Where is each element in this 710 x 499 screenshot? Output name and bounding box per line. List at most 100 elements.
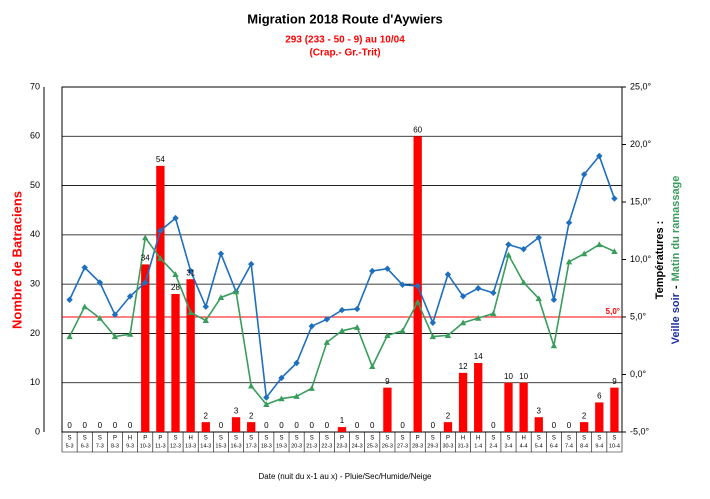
marker <box>550 342 558 349</box>
value-label: 2 <box>249 411 254 420</box>
marker <box>353 324 361 330</box>
y-tick-label: 0 <box>35 426 40 436</box>
marker <box>444 332 452 338</box>
y2-tick-label: 15,0° <box>630 196 652 206</box>
marker <box>459 319 467 326</box>
bar <box>383 387 392 432</box>
value-label: 0 <box>310 421 315 430</box>
value-label: 3 <box>234 406 239 415</box>
x-tick-label: 12-3 <box>170 443 181 449</box>
x-tick-label: 4-4 <box>520 443 528 449</box>
x-tick-label: 21-3 <box>306 443 317 449</box>
marker <box>217 294 225 301</box>
bar <box>610 387 619 432</box>
weather-label: S <box>310 436 314 442</box>
bar <box>247 422 256 432</box>
x-tick-label: 24-3 <box>352 443 363 449</box>
y-tick-label: 60 <box>30 131 40 141</box>
x-tick-label: 9-4 <box>595 443 603 449</box>
x-tick-label: 13-3 <box>185 443 196 449</box>
weather-label: P <box>446 436 450 442</box>
marker <box>475 314 482 321</box>
value-label: 0 <box>98 421 103 430</box>
y-axis-label: Nombre de Batraciens <box>9 191 24 329</box>
marker <box>81 303 88 310</box>
marker <box>308 385 315 391</box>
bar <box>504 382 513 432</box>
marker <box>414 282 421 290</box>
x-tick-label: 10-3 <box>140 443 151 449</box>
weather-label: H <box>461 436 465 442</box>
marker <box>384 332 391 338</box>
bar <box>458 372 468 432</box>
marker <box>157 227 164 234</box>
marker <box>429 319 437 326</box>
x-tick-label: 14-3 <box>200 443 211 449</box>
value-label: 0 <box>128 421 133 430</box>
marker <box>535 295 542 302</box>
value-label: 12 <box>459 362 468 371</box>
value-label: 54 <box>156 155 165 164</box>
marker <box>142 234 149 241</box>
value-label: 10 <box>504 372 513 381</box>
value-label: 0 <box>294 421 299 430</box>
y2-tick-label: 0,0° <box>630 369 647 379</box>
value-label: 0 <box>567 421 572 430</box>
y-tick-label: 10 <box>30 377 40 387</box>
weather-label: P <box>340 436 344 442</box>
x-tick-label: 5-3 <box>66 443 74 449</box>
x-tick-label: 16-3 <box>231 443 242 449</box>
value-label: 9 <box>385 377 390 386</box>
value-label: 28 <box>171 283 180 292</box>
marker <box>232 288 240 295</box>
value-label: 0 <box>491 421 496 430</box>
marker <box>111 311 119 318</box>
value-label: 1 <box>340 416 345 425</box>
weather-label: H <box>476 436 480 442</box>
bar <box>141 264 150 432</box>
weather-label: S <box>612 436 616 442</box>
marker <box>490 310 497 317</box>
marker <box>550 296 558 303</box>
value-label: 0 <box>355 421 360 430</box>
chart-subtitle: (Crap.- Gr.-Trit) <box>309 48 380 59</box>
value-label: 0 <box>325 421 330 430</box>
marker <box>399 281 406 288</box>
marker <box>202 303 209 310</box>
legend-entry: Matin du ramassage <box>670 176 682 282</box>
x-tick-label: 6-4 <box>550 443 558 449</box>
marker <box>172 271 179 278</box>
bar <box>534 417 543 432</box>
marker <box>338 327 346 334</box>
marker <box>66 333 73 340</box>
value-label: 2 <box>446 411 451 420</box>
bar <box>186 279 195 432</box>
marker <box>126 331 134 337</box>
weather-label: P <box>113 436 117 442</box>
marker <box>308 323 315 330</box>
weather-label: S <box>537 436 541 442</box>
weather-label: S <box>295 436 299 442</box>
marker <box>565 219 573 226</box>
weather-label: S <box>174 436 178 442</box>
value-label: 0 <box>370 421 375 430</box>
bar <box>443 422 453 432</box>
value-label: 2 <box>204 411 209 420</box>
marker <box>66 296 73 303</box>
x-tick-label: 8-3 <box>111 443 119 449</box>
weather-label: S <box>219 436 223 442</box>
marker <box>278 395 285 402</box>
x-tick-label: 9-3 <box>126 443 134 449</box>
value-label: 0 <box>400 421 405 430</box>
marker <box>247 382 255 389</box>
weather-label: S <box>506 436 510 442</box>
weather-label: P <box>143 436 147 442</box>
y2-tick-label: 20,0° <box>630 139 652 149</box>
bar <box>519 382 528 432</box>
weather-label: S <box>582 436 586 442</box>
x-tick-label: 2-4 <box>489 443 497 449</box>
weather-label: S <box>597 436 601 442</box>
marker <box>96 279 104 286</box>
y-tick-label: 70 <box>30 81 40 91</box>
value-label: 10 <box>519 372 528 381</box>
